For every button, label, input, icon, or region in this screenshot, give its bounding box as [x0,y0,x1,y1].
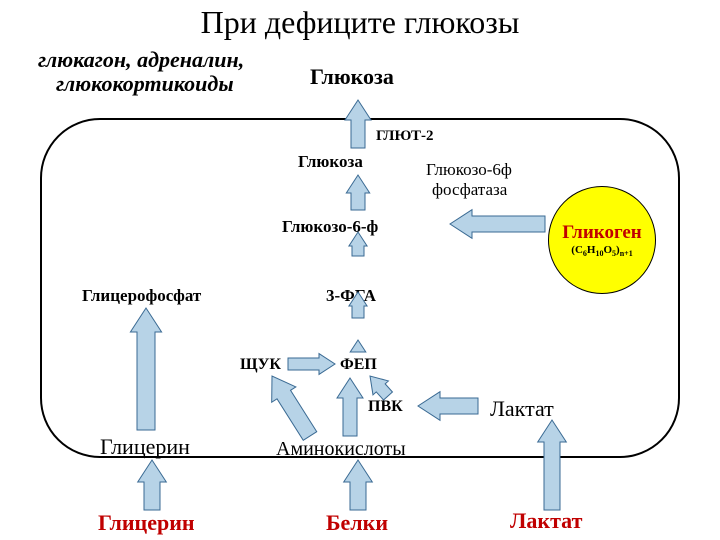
glycerin-in-arrow [130,308,161,430]
arrows-layer [0,0,720,540]
glucose-in-arrow [346,175,369,210]
proteins-cross [344,460,373,510]
amino-to-shchuk [272,376,317,440]
glycogen-to-g6p [450,210,545,239]
g6p-to-glucose [349,232,367,256]
fep-to-fga [350,340,366,352]
fga-to-g6p [349,292,367,318]
lactate-to-pvk [418,392,478,421]
pvk-to-fep [370,376,392,400]
shchuk-to-fep [288,354,335,375]
lactate-cross [538,420,567,510]
glut2-arrow [345,100,371,148]
amino-to-fep [337,378,363,436]
glycerin-cross [138,460,167,510]
